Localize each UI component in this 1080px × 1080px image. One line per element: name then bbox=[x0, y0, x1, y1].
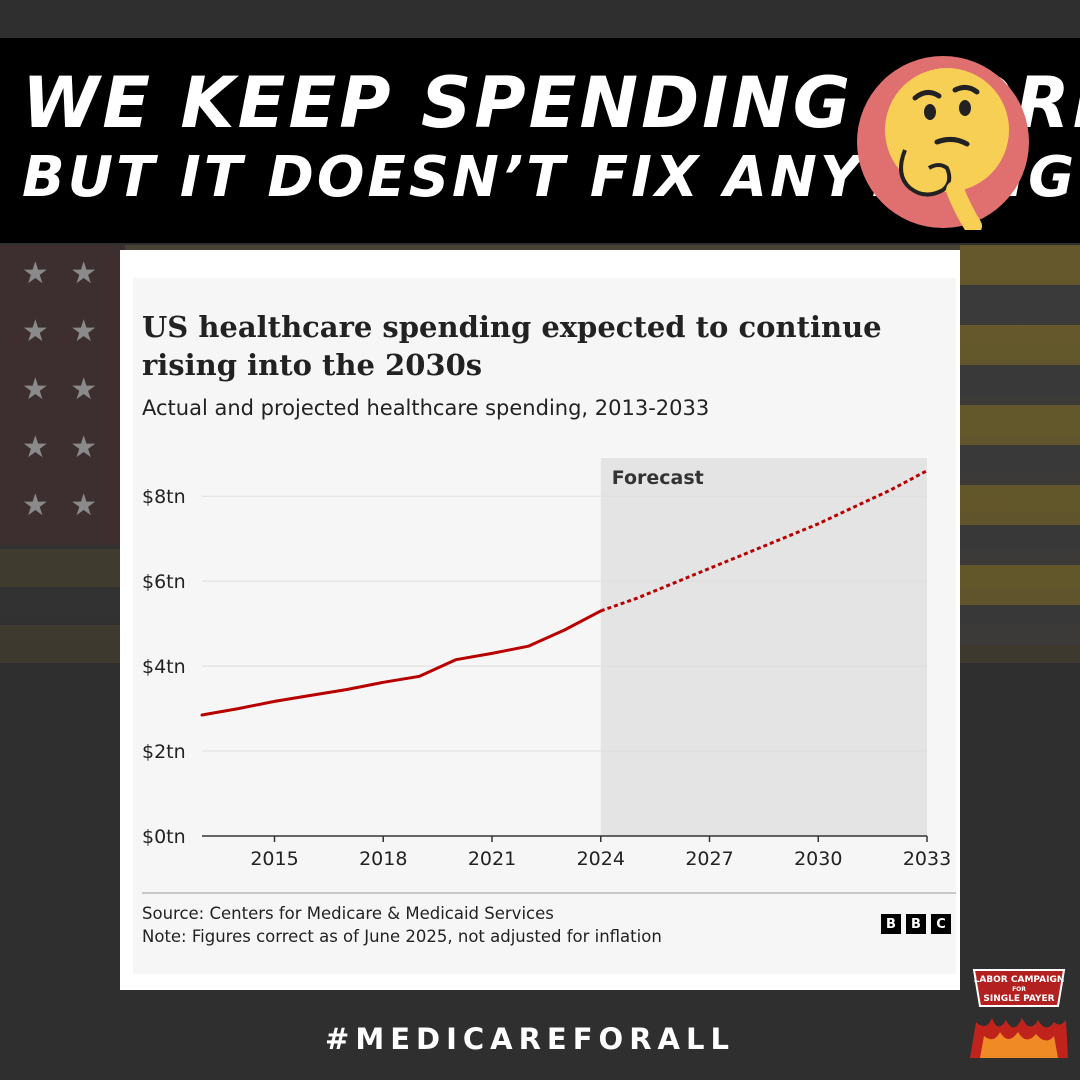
x-tick-label: 2033 bbox=[903, 848, 951, 870]
bbc-logo-icon: B B C bbox=[881, 914, 951, 934]
hashtag: #MEDICAREFORALL bbox=[325, 1022, 735, 1056]
chart-title: US healthcare spending expected to conti… bbox=[142, 310, 882, 382]
line-chart: Forecast $0tn $2tn $4tn $6tn $8tn 2015 2018 2021… bbox=[142, 458, 956, 894]
x-tick-label: 2027 bbox=[685, 848, 733, 870]
chart-note: Note: Figures correct as of June 2025, n… bbox=[142, 927, 662, 946]
y-tick-label: $6tn bbox=[142, 571, 186, 593]
thinking-face-icon bbox=[855, 50, 1035, 235]
chart-card: US healthcare spending expected to conti… bbox=[120, 250, 960, 990]
forecast-line bbox=[600, 469, 928, 613]
chart-subtitle: Actual and projected healthcare spending… bbox=[142, 396, 710, 420]
x-tick-label: 2018 bbox=[359, 848, 407, 870]
background-stripes bbox=[960, 245, 1080, 645]
y-tick-label: $2tn bbox=[142, 741, 186, 763]
x-tick-label: 2030 bbox=[794, 848, 842, 870]
actual-line bbox=[200, 609, 603, 717]
chart-source: Source: Centers for Medicare & Medicaid … bbox=[142, 904, 554, 923]
bbc-letter: B bbox=[906, 914, 926, 934]
chart-footnote: Source: Centers for Medicare & Medicaid … bbox=[142, 902, 662, 948]
labor-campaign-logo-icon: LABOR CAMPAIGN FOR SINGLE PAYER bbox=[966, 962, 1072, 1062]
x-tick-label: 2021 bbox=[468, 848, 516, 870]
forecast-band bbox=[600, 458, 927, 836]
y-tick-label: $8tn bbox=[142, 486, 186, 508]
background-stars: ★ ★ ★ ★ ★ ★ ★ ★ ★ ★ bbox=[0, 245, 125, 545]
logo-line-2: FOR bbox=[1012, 986, 1026, 993]
chart-panel: US healthcare spending expected to conti… bbox=[133, 278, 956, 974]
x-tick-label: 2024 bbox=[577, 848, 625, 870]
forecast-label: Forecast bbox=[612, 467, 704, 489]
bbc-letter: C bbox=[931, 914, 951, 934]
y-tick-label: $0tn bbox=[142, 826, 186, 848]
logo-line-1: LABOR CAMPAIGN bbox=[974, 975, 1065, 985]
logo-line-3: SINGLE PAYER bbox=[983, 994, 1054, 1004]
bbc-letter: B bbox=[881, 914, 901, 934]
y-tick-label: $4tn bbox=[142, 656, 186, 678]
x-tick-label: 2015 bbox=[250, 848, 298, 870]
